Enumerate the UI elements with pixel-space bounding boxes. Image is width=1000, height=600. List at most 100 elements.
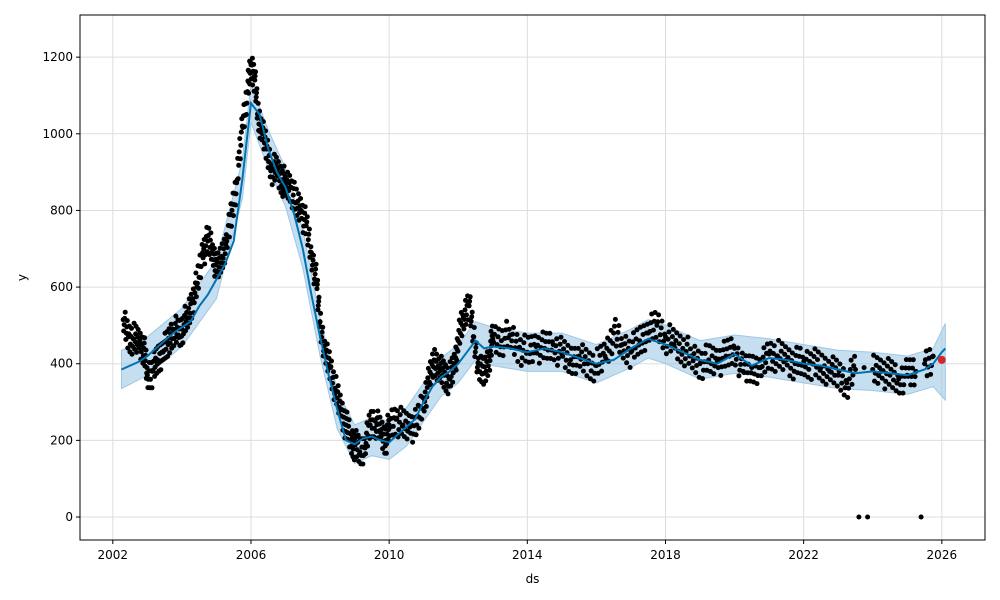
observed-point-fill <box>882 386 888 392</box>
observed-point-fill <box>762 369 768 375</box>
observed-point-fill <box>206 225 212 231</box>
observed-point-fill <box>318 310 324 316</box>
observed-point-fill <box>517 337 523 343</box>
observed-point-fill <box>410 439 416 445</box>
observed-point-fill <box>565 342 571 348</box>
observed-point-fill <box>339 400 345 406</box>
observed-point-fill <box>173 339 179 345</box>
observed-point-fill <box>631 354 637 360</box>
observed-point <box>930 353 936 359</box>
observed-point-fill <box>553 343 559 349</box>
y-tick-label: 600 <box>50 280 73 294</box>
observed-point-fill <box>208 230 214 236</box>
observed-point-fill <box>468 318 474 324</box>
observed-point-fill <box>423 404 429 409</box>
observed-point-fill <box>760 354 766 360</box>
observed-point-fill <box>903 357 909 363</box>
observed-point-fill <box>511 325 516 330</box>
observed-point-fill <box>432 347 438 352</box>
observed-point-fill <box>457 340 463 346</box>
observed-point-fill <box>685 334 691 340</box>
observed-point-fill <box>254 86 260 92</box>
observed-point-fill <box>682 363 687 369</box>
observed-point-fill <box>344 409 350 415</box>
observed-point-fill <box>812 346 818 352</box>
observed-point-fill <box>759 364 765 369</box>
observed-point-fill <box>826 358 832 364</box>
observed-point-fill <box>238 129 244 135</box>
observed-point-fill <box>448 374 454 380</box>
observed-point-fill <box>572 345 578 351</box>
observed-point-fill <box>138 349 144 355</box>
observed-point-fill <box>831 380 837 386</box>
observed-point-fill <box>383 450 389 456</box>
observed-point-fill <box>363 451 368 457</box>
observed-point-fill <box>790 376 796 382</box>
observed-point <box>144 372 150 378</box>
observed-point-fill <box>296 191 301 197</box>
observed-point-fill <box>821 371 826 376</box>
observed-point-fill <box>422 389 428 395</box>
observed-point-fill <box>778 348 784 354</box>
observed-point-fill <box>808 377 814 382</box>
observed-point-fill <box>827 377 833 383</box>
observed-point-fill <box>438 353 444 359</box>
observed-point-fill <box>472 349 478 355</box>
observed-point-fill <box>824 374 830 380</box>
observed-point-fill <box>769 366 775 372</box>
observed-point-fill <box>797 345 803 351</box>
observed-point-fill <box>642 348 648 353</box>
observed-point-fill <box>506 326 512 332</box>
observed-point-fill <box>789 350 795 356</box>
observed-point-fill <box>135 327 141 332</box>
observed-point-fill <box>780 367 786 373</box>
y-axis-ticks: 0 200 400 600 800 1000 1200 <box>42 50 80 524</box>
observed-point-fill <box>614 336 620 342</box>
observed-point-fill <box>624 360 630 366</box>
observed-point-fill <box>675 356 681 362</box>
observed-point-fill <box>782 351 788 357</box>
observed-point-fill <box>601 341 607 347</box>
x-tick-label: 2006 <box>236 548 267 562</box>
observed-point-fill <box>308 244 314 250</box>
y-tick-label: 1000 <box>42 127 73 141</box>
observed-point-fill <box>315 307 321 313</box>
observed-point-fill <box>677 333 683 339</box>
observed-point-fill <box>885 356 891 361</box>
observed-point-fill <box>830 354 836 360</box>
observed-point-fill <box>416 425 422 431</box>
observed-point-fill <box>910 357 916 363</box>
observed-point-fill <box>590 352 596 358</box>
observed-point-fill <box>246 90 252 96</box>
observed-point-fill <box>816 375 822 381</box>
observed-point-fill <box>813 372 819 378</box>
observed-point-fill <box>547 330 553 336</box>
observed-point-fill <box>847 367 853 372</box>
observed-point-fill <box>555 355 561 361</box>
x-axis-label: ds <box>526 572 540 586</box>
observed-point-fill <box>377 414 383 420</box>
x-axis-ticks: 2002 2006 2010 2014 2018 2022 2026 <box>98 540 957 562</box>
observed-point <box>856 514 862 520</box>
observed-point-fill <box>582 354 588 360</box>
observed-point-fill <box>434 351 440 357</box>
observed-point-fill <box>173 313 179 319</box>
observed-point-fill <box>787 373 793 379</box>
observed-point-fill <box>237 136 243 142</box>
observed-point-fill <box>513 338 519 344</box>
observed-point-fill <box>474 364 480 370</box>
observed-point-fill <box>772 369 778 374</box>
observed-point-fill <box>467 298 473 304</box>
observed-point-fill <box>251 61 257 67</box>
observed-point-fill <box>190 286 196 292</box>
observed-point-fill <box>461 326 467 332</box>
forecast-line <box>121 100 947 446</box>
observed-point-fill <box>784 362 790 368</box>
observed-point-fill <box>908 382 914 388</box>
observed-point-fill <box>464 312 469 318</box>
observed-point-fill <box>659 318 665 324</box>
observed-point-fill <box>137 338 143 344</box>
observed-point-fill <box>783 344 788 350</box>
observed-point-fill <box>315 277 321 283</box>
